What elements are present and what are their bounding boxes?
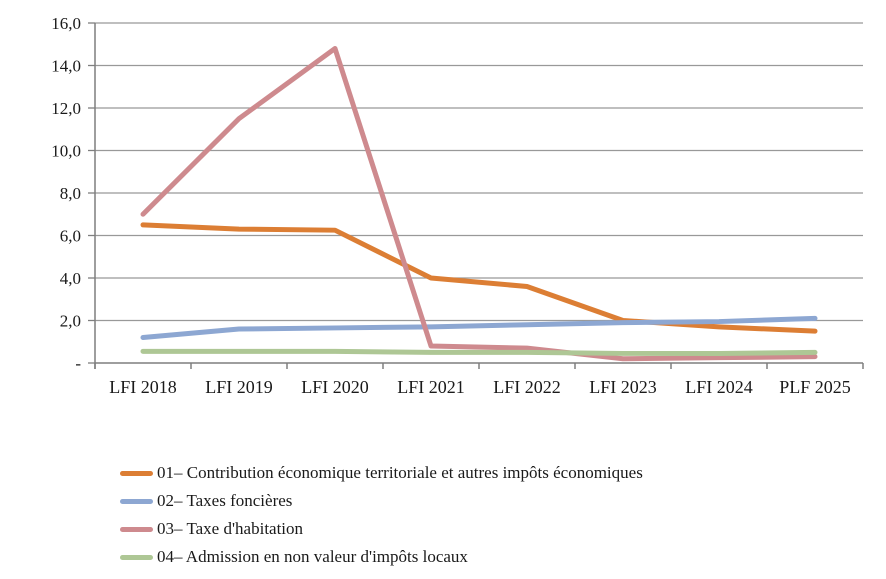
x-tick-label: LFI 2020 — [301, 377, 369, 397]
legend-item-01: 01– Contribution économique territoriale… — [120, 459, 643, 487]
legend-label-01: 01– Contribution économique territoriale… — [157, 463, 643, 482]
x-tick-label: PLF 2025 — [779, 377, 851, 397]
series-line-3 — [140, 46, 818, 362]
x-tick-label: LFI 2018 — [109, 377, 177, 397]
y-tick-label: 10,0 — [51, 142, 81, 161]
series-line-4 — [140, 348, 818, 356]
y-tick-label: 12,0 — [51, 99, 81, 118]
y-tick-label: 4,0 — [60, 269, 81, 288]
chart-legend: 01– Contribution économique territoriale… — [120, 459, 643, 571]
series-lines — [140, 46, 818, 362]
series-line-2 — [140, 315, 818, 340]
y-tick-label: 2,0 — [60, 312, 81, 331]
legend-label-02: 02– Taxes foncières — [157, 491, 293, 510]
x-tick-label: LFI 2021 — [397, 377, 465, 397]
x-tick-label: LFI 2024 — [685, 377, 753, 397]
y-tick-label: 16,0 — [51, 14, 81, 33]
legend-swatch-01 — [120, 470, 153, 476]
x-axis-labels: LFI 2018 LFI 2019 LFI 2020 LFI 2021 LFI 2022… — [109, 377, 851, 397]
x-tick-label: LFI 2019 — [205, 377, 273, 397]
legend-label-04: 04– Admission en non valeur d'impôts loc… — [157, 547, 468, 566]
legend-item-04: 04– Admission en non valeur d'impôts loc… — [120, 543, 643, 571]
y-tick-label: 14,0 — [51, 57, 81, 76]
legend-item-03: 03– Taxe d'habitation — [120, 515, 643, 543]
y-tick-label: 6,0 — [60, 227, 81, 246]
series-line-1 — [140, 222, 818, 334]
x-tick-label: LFI 2023 — [589, 377, 657, 397]
y-tick-label: - — [75, 354, 81, 373]
axes — [94, 23, 864, 369]
legend-swatch-03 — [120, 526, 153, 532]
legend-swatch-04 — [120, 554, 153, 560]
x-tick-label: LFI 2022 — [493, 377, 561, 397]
legend-item-02: 02– Taxes foncières — [120, 487, 643, 515]
legend-swatch-02 — [120, 498, 153, 504]
legend-label-03: 03– Taxe d'habitation — [157, 519, 304, 538]
y-tick-label: 8,0 — [60, 184, 81, 203]
gridlines — [95, 22, 863, 322]
y-axis-ticks: - 2,0 4,0 6,0 8,0 10,0 12,0 14,0 16,0 — [51, 14, 95, 373]
